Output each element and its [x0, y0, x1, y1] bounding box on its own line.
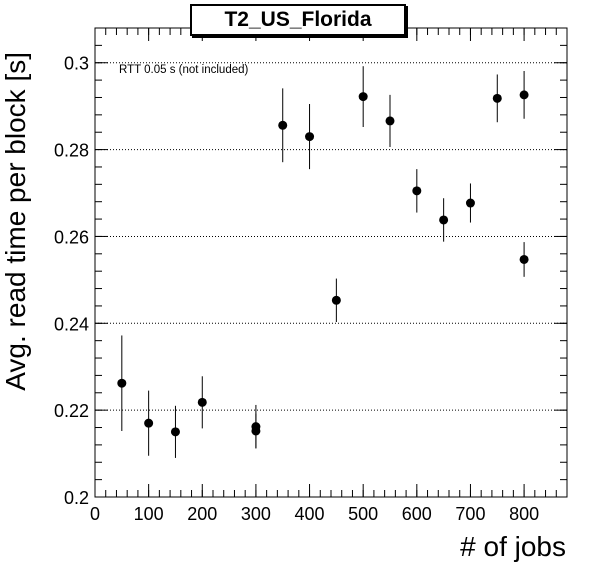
data-point: [412, 186, 422, 196]
data-point: [519, 254, 529, 264]
x-tick-label: 400: [295, 504, 325, 524]
data-point: [170, 427, 180, 437]
x-tick-label: 500: [348, 504, 378, 524]
data-point: [197, 397, 207, 407]
y-tick-label: 0.22: [54, 401, 89, 421]
x-tick-label: 700: [455, 504, 485, 524]
x-tick-label: 600: [402, 504, 432, 524]
rtt-annotation: RTT 0.05 s (not included): [119, 64, 249, 76]
y-tick-label: 0.24: [54, 314, 89, 334]
tick-labels: 0.2 0.22 0.24 0.26 0.28 0.3 0 100 200 300 400 500 60…: [54, 54, 539, 524]
data-point: [144, 418, 154, 428]
y-tick-label: 0.26: [54, 227, 89, 247]
data-point: [117, 378, 127, 388]
x-tick-label: 200: [187, 504, 217, 524]
data-point: [519, 90, 529, 100]
data-point: [305, 132, 315, 142]
data-point: [278, 120, 288, 130]
x-tick-label: 800: [509, 504, 539, 524]
y-tick-label: 0.3: [64, 54, 89, 74]
data-point: [492, 93, 502, 103]
x-axis-label: # of jobs: [460, 531, 566, 562]
x-tick-label: 100: [134, 504, 164, 524]
grid-lines: [95, 62, 567, 411]
y-tick-label: 0.2: [64, 488, 89, 508]
chart-title: T2_US_Florida: [190, 4, 406, 36]
data-point: [439, 215, 449, 225]
data-point: [385, 116, 395, 126]
data-points: [117, 66, 529, 458]
data-point: [358, 92, 368, 102]
data-point: [331, 295, 341, 305]
data-point: [251, 426, 261, 436]
y-tick-label: 0.28: [54, 141, 89, 161]
x-tick-label: 300: [241, 504, 271, 524]
data-point: [465, 198, 475, 208]
y-axis-label: Avg. read time per block [s]: [0, 52, 31, 391]
x-tick-label: 0: [90, 504, 100, 524]
